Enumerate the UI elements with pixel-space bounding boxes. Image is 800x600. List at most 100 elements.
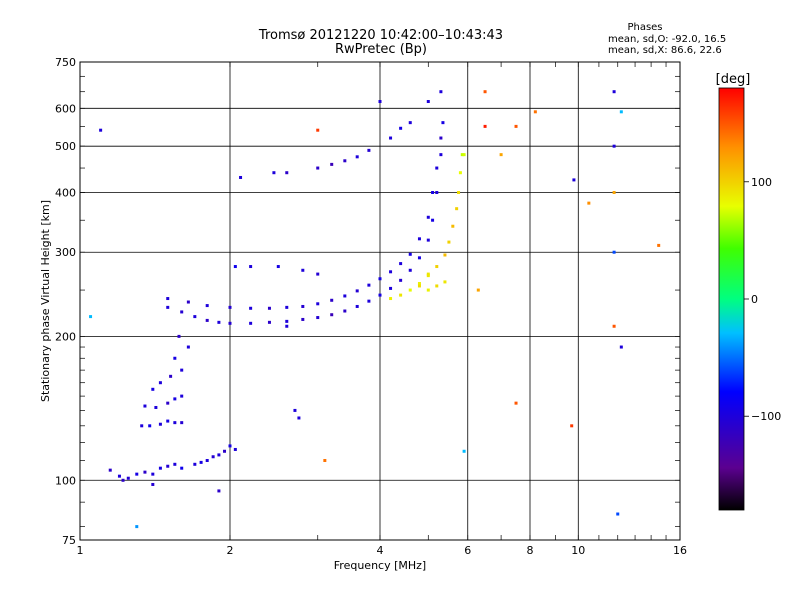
data-point xyxy=(399,278,403,282)
data-point xyxy=(441,121,445,125)
data-point xyxy=(460,153,464,157)
data-point xyxy=(612,324,616,328)
data-point xyxy=(316,316,320,320)
data-point xyxy=(462,449,466,453)
chart-subtitle: RwPretec (Bp) xyxy=(335,42,427,57)
data-point xyxy=(451,224,455,228)
data-point xyxy=(285,305,289,309)
data-point xyxy=(570,424,574,428)
data-point xyxy=(483,124,487,128)
colorbar-tick-label: −100 xyxy=(751,410,781,423)
legend-line-o: mean, sd,O: -92.0, 16.5 xyxy=(608,34,726,45)
data-point xyxy=(619,345,623,349)
x-tick-label: 8 xyxy=(527,544,534,557)
data-point xyxy=(180,368,184,372)
x-tick-label: 4 xyxy=(377,544,384,557)
data-point xyxy=(199,460,203,464)
data-point xyxy=(408,121,412,125)
data-point xyxy=(228,305,232,309)
data-point xyxy=(455,207,459,211)
data-point xyxy=(619,110,623,114)
data-point xyxy=(316,128,320,132)
data-point xyxy=(228,444,232,448)
data-point xyxy=(193,315,197,319)
data-point xyxy=(343,294,347,298)
colorbar-tick-label: 100 xyxy=(751,176,772,189)
data-point xyxy=(217,489,221,493)
data-point xyxy=(140,424,144,428)
data-point xyxy=(426,215,430,219)
data-point xyxy=(193,462,197,466)
data-point xyxy=(211,455,215,459)
data-point xyxy=(389,297,393,301)
data-point xyxy=(173,421,177,425)
plot-frame xyxy=(79,61,681,541)
data-point xyxy=(154,405,158,409)
legend-title: Phases xyxy=(627,22,662,33)
data-point xyxy=(143,404,147,408)
data-point xyxy=(297,416,301,420)
x-axis-label: Frequency [MHz] xyxy=(334,559,426,572)
data-point xyxy=(249,306,253,310)
data-point xyxy=(180,310,184,314)
data-point xyxy=(316,166,320,170)
data-point xyxy=(249,265,253,269)
data-point xyxy=(426,288,430,292)
data-point xyxy=(616,512,620,516)
y-tick-label: 500 xyxy=(55,140,76,153)
data-point xyxy=(435,166,439,170)
data-point xyxy=(343,309,347,313)
data-point xyxy=(223,449,227,453)
data-point xyxy=(249,321,253,325)
data-point xyxy=(166,419,170,423)
data-point xyxy=(426,238,430,242)
data-point xyxy=(417,256,421,260)
data-point xyxy=(135,472,139,476)
x-tick-label: 16 xyxy=(673,544,687,557)
data-point xyxy=(367,148,371,152)
data-point xyxy=(355,155,359,159)
data-point xyxy=(233,447,237,451)
data-point xyxy=(483,90,487,94)
data-point xyxy=(173,397,177,401)
data-point xyxy=(431,218,435,222)
data-point xyxy=(217,453,221,457)
data-point xyxy=(439,136,443,140)
data-point xyxy=(389,136,393,140)
data-point xyxy=(435,284,439,288)
data-point xyxy=(612,144,616,148)
data-point xyxy=(285,171,289,175)
data-point xyxy=(293,408,297,412)
data-point xyxy=(399,126,403,130)
data-point xyxy=(285,319,289,323)
y-tick-label: 100 xyxy=(55,474,76,487)
data-point xyxy=(166,464,170,468)
data-point xyxy=(158,466,162,470)
data-point xyxy=(417,237,421,241)
legend-line-x: mean, sd,X: 86.6, 22.6 xyxy=(608,45,722,56)
data-point xyxy=(99,128,103,132)
data-point xyxy=(447,240,451,244)
data-point xyxy=(367,283,371,287)
y-tick-label: 750 xyxy=(55,56,76,69)
data-point xyxy=(408,268,412,272)
y-axis-label: Stationary phase Virtual Height [km] xyxy=(39,200,52,402)
data-point xyxy=(435,265,439,269)
data-point xyxy=(499,153,503,157)
data-point xyxy=(572,178,576,182)
data-point xyxy=(458,171,462,175)
data-point xyxy=(514,124,518,128)
data-point xyxy=(301,317,305,321)
data-point xyxy=(151,387,155,391)
data-point xyxy=(330,162,334,166)
data-point xyxy=(233,265,237,269)
data-point xyxy=(180,421,184,425)
data-point xyxy=(426,272,430,276)
data-point xyxy=(343,159,347,163)
data-point xyxy=(89,315,93,319)
data-point xyxy=(143,470,147,474)
data-point xyxy=(228,321,232,325)
data-point xyxy=(166,305,170,309)
data-point xyxy=(173,462,177,466)
